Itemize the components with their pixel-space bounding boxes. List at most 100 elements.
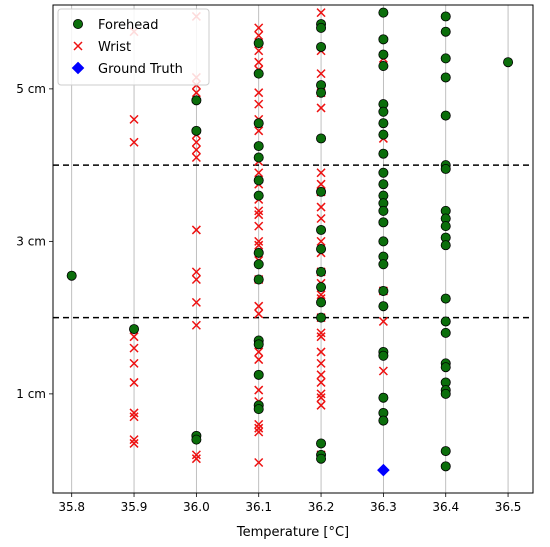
legend-marker (73, 18, 84, 29)
wrist-point (191, 267, 201, 277)
x-marker-stroke (191, 297, 201, 307)
x-marker-stroke (254, 385, 264, 395)
forehead-point (316, 22, 327, 33)
x-marker-stroke (191, 88, 201, 98)
legend: Forehead Wrist Ground Truth (57, 8, 210, 86)
wrist-point (191, 274, 201, 285)
forehead-point (378, 392, 389, 403)
x-marker-stroke (129, 412, 139, 422)
x-tick-label: 36.2 (308, 500, 335, 514)
y-axis-ticks: 1 cm 3 cm 5 cm (16, 82, 53, 401)
wrist-point (129, 435, 139, 445)
wrist-point (316, 168, 326, 178)
wrist-point (254, 240, 264, 250)
forehead-point (253, 38, 264, 49)
forehead-point (253, 118, 264, 129)
x-tick-label: 35.9 (121, 500, 148, 514)
wrist-point (129, 377, 139, 387)
x-marker-stroke (316, 8, 326, 18)
x-marker-stroke (191, 274, 201, 285)
x-marker-stroke (254, 57, 264, 67)
x-marker-stroke (129, 377, 139, 387)
forehead-point (129, 324, 140, 335)
x-marker-stroke (254, 301, 264, 311)
forehead-point (253, 259, 264, 270)
x-marker-stroke (254, 23, 264, 33)
reference-lines (53, 164, 533, 319)
wrist-point (254, 206, 264, 216)
x-marker-stroke (316, 168, 326, 178)
forehead-point (253, 274, 264, 285)
x-marker-stroke (73, 41, 83, 51)
forehead-point (503, 57, 514, 68)
forehead-point (378, 148, 389, 159)
x-marker-stroke (316, 69, 326, 79)
plot-frame (52, 4, 534, 494)
data-points (66, 7, 514, 477)
series-forehead (66, 7, 514, 472)
x-marker-stroke (129, 343, 139, 353)
x-tick-label: 36.4 (432, 500, 459, 514)
legend-label: Forehead (98, 18, 158, 33)
wrist-point (254, 99, 264, 109)
forehead-point (253, 247, 264, 258)
wrist-point (254, 168, 264, 178)
legend-marker (73, 41, 83, 51)
x-marker-stroke (316, 370, 326, 380)
wrist-point (254, 385, 264, 395)
forehead-point (316, 186, 327, 197)
wrist-point (129, 412, 139, 422)
forehead-point (378, 205, 389, 216)
wrist-point (254, 126, 264, 136)
x-marker-stroke (254, 427, 264, 437)
wrist-point (316, 202, 326, 212)
forehead-point (440, 11, 451, 22)
wrist-point (316, 358, 326, 368)
x-marker-stroke (254, 236, 264, 246)
x-marker-stroke (316, 332, 326, 342)
forehead-point (253, 404, 264, 415)
forehead-point (253, 68, 264, 79)
forehead-point (440, 461, 451, 472)
x-marker-stroke (191, 152, 201, 163)
x-marker-stroke (316, 377, 326, 387)
wrist-point (254, 236, 264, 246)
x-marker-stroke (191, 320, 201, 330)
y-tick-label: 3 cm (16, 234, 46, 248)
forehead-point (316, 453, 327, 464)
forehead-point (440, 388, 451, 399)
x-gridlines (71, 5, 509, 493)
x-marker-stroke (191, 454, 201, 464)
x-tick-label: 36.3 (370, 500, 397, 514)
wrist-point (129, 137, 139, 147)
x-marker-stroke (191, 145, 201, 155)
forehead-point (316, 266, 327, 277)
wrist-point (254, 301, 264, 311)
wrist-point (191, 454, 201, 464)
x-tick-label: 36.5 (495, 500, 522, 514)
x-marker-stroke (191, 225, 201, 235)
wrist-point (191, 450, 201, 460)
forehead-point (378, 167, 389, 178)
x-marker-stroke (129, 137, 139, 147)
forehead-point (191, 95, 202, 106)
x-tick-label: 35.8 (58, 500, 85, 514)
forehead-point (316, 41, 327, 52)
wrist-point (254, 221, 264, 231)
forehead-point (66, 270, 77, 281)
forehead-point (316, 297, 327, 308)
wrist-point (254, 427, 264, 437)
forehead-point (253, 190, 264, 201)
forehead-point (253, 339, 264, 350)
forehead-point (440, 110, 451, 121)
x-marker-stroke (191, 137, 201, 147)
wrist-point (316, 103, 326, 113)
wrist-point (254, 347, 264, 357)
x-marker-stroke (254, 30, 264, 41)
x-marker-stroke (129, 408, 139, 418)
forehead-point (440, 221, 451, 232)
x-axis-ticks: 35.8 35.9 36.0 36.1 36.2 36.3 36.4 36.5 (58, 493, 521, 514)
forehead-point (378, 301, 389, 312)
wrist-point (316, 332, 326, 342)
